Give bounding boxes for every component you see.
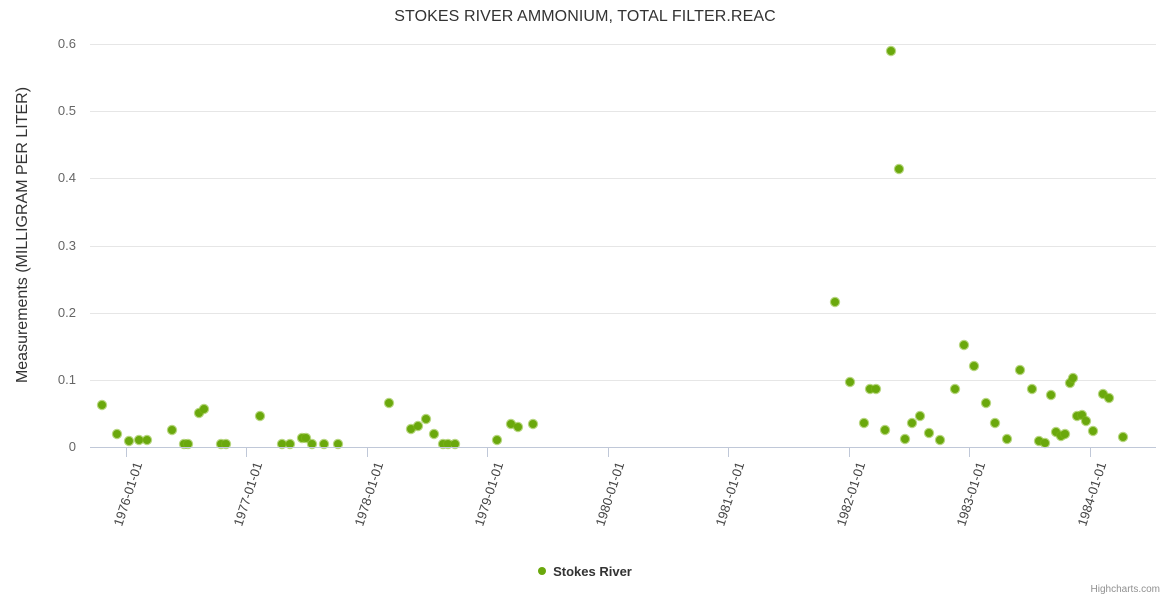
- data-point[interactable]: [194, 408, 203, 417]
- data-point[interactable]: [285, 439, 294, 448]
- data-point[interactable]: [1065, 378, 1074, 387]
- data-point[interactable]: [333, 439, 342, 448]
- gridline: [90, 178, 1156, 180]
- data-point[interactable]: [222, 440, 231, 449]
- data-point[interactable]: [1073, 412, 1082, 421]
- data-point[interactable]: [407, 424, 416, 433]
- data-point[interactable]: [302, 433, 311, 442]
- data-point[interactable]: [183, 440, 192, 449]
- data-point[interactable]: [887, 46, 896, 55]
- data-point[interactable]: [1060, 429, 1069, 438]
- data-point[interactable]: [167, 426, 176, 435]
- data-point[interactable]: [1105, 393, 1114, 402]
- data-point[interactable]: [1002, 434, 1011, 443]
- gridline: [90, 379, 1156, 381]
- legend-item-stokes-river[interactable]: Stokes River: [553, 564, 632, 580]
- data-point[interactable]: [493, 435, 502, 444]
- x-axis-tick-mark: [246, 448, 248, 457]
- data-point[interactable]: [1069, 374, 1078, 383]
- data-point[interactable]: [959, 340, 968, 349]
- highcharts-credits[interactable]: Highcharts.com: [1090, 584, 1160, 595]
- data-point[interactable]: [430, 429, 439, 438]
- y-axis-tick-label: 0.1: [57, 371, 76, 387]
- data-point[interactable]: [1118, 432, 1127, 441]
- data-point[interactable]: [900, 434, 909, 443]
- data-point[interactable]: [1046, 390, 1055, 399]
- data-point[interactable]: [951, 385, 960, 394]
- data-point[interactable]: [112, 429, 121, 438]
- data-point[interactable]: [444, 440, 453, 449]
- data-point[interactable]: [907, 418, 916, 427]
- data-point[interactable]: [124, 436, 133, 445]
- data-point[interactable]: [529, 420, 538, 429]
- x-axis-tick-mark: [1089, 448, 1091, 457]
- gridline: [90, 44, 1156, 45]
- y-axis-tick-label: 0.3: [57, 237, 76, 253]
- legend-marker-icon: [538, 566, 547, 575]
- data-point[interactable]: [1051, 427, 1060, 436]
- data-point[interactable]: [308, 439, 317, 448]
- x-axis-tick-mark: [607, 448, 609, 457]
- x-axis-tick-mark: [366, 448, 368, 457]
- data-point[interactable]: [507, 420, 516, 429]
- data-point[interactable]: [135, 435, 144, 444]
- data-point[interactable]: [1098, 389, 1107, 398]
- data-point[interactable]: [894, 164, 903, 173]
- data-point[interactable]: [846, 377, 855, 386]
- data-point[interactable]: [278, 439, 287, 448]
- data-point[interactable]: [1027, 385, 1036, 394]
- data-point[interactable]: [865, 384, 874, 393]
- y-axis-tick-label: 0.5: [57, 103, 76, 119]
- data-point[interactable]: [1081, 417, 1090, 426]
- data-point[interactable]: [255, 412, 264, 421]
- data-point[interactable]: [872, 384, 881, 393]
- x-axis-tick-mark: [848, 448, 850, 457]
- data-point[interactable]: [97, 401, 106, 410]
- x-axis-tick-mark: [969, 448, 971, 457]
- data-point[interactable]: [216, 440, 225, 449]
- y-axis-tick-label: 0.6: [57, 36, 76, 51]
- data-point[interactable]: [916, 412, 925, 421]
- data-point[interactable]: [514, 422, 523, 431]
- plot-area[interactable]: [90, 44, 1156, 449]
- data-point[interactable]: [413, 422, 422, 431]
- data-point[interactable]: [179, 440, 188, 449]
- data-point[interactable]: [1056, 432, 1065, 441]
- data-point[interactable]: [1016, 365, 1025, 374]
- y-axis-tick-label: 0.2: [57, 304, 76, 320]
- x-axis-line: [90, 447, 1156, 448]
- data-point[interactable]: [936, 435, 945, 444]
- x-axis-tick-mark: [125, 448, 127, 457]
- x-axis-tick-mark: [487, 448, 489, 457]
- gridline: [90, 312, 1156, 314]
- x-axis-tick-mark: [728, 448, 730, 457]
- chart-title: STOKES RIVER AMMONIUM, TOTAL FILTER.REAC: [394, 8, 776, 25]
- data-point[interactable]: [385, 399, 394, 408]
- y-axis-tick-label: 0: [68, 439, 76, 454]
- data-point[interactable]: [142, 435, 151, 444]
- data-point[interactable]: [1088, 426, 1097, 435]
- data-point[interactable]: [969, 362, 978, 371]
- data-point[interactable]: [830, 297, 839, 306]
- gridline: [90, 245, 1156, 247]
- gridline: [90, 111, 1156, 113]
- chart-legend[interactable]: Stokes River: [0, 563, 1170, 579]
- data-point[interactable]: [1041, 438, 1050, 447]
- data-point[interactable]: [1077, 410, 1086, 419]
- data-point[interactable]: [439, 440, 448, 449]
- data-point[interactable]: [320, 439, 329, 448]
- data-point[interactable]: [1035, 436, 1044, 445]
- data-point[interactable]: [880, 425, 889, 434]
- data-point[interactable]: [199, 405, 208, 414]
- data-point[interactable]: [859, 419, 868, 428]
- data-point[interactable]: [990, 419, 999, 428]
- y-axis-tick-label: 0.4: [57, 170, 76, 186]
- data-point[interactable]: [421, 415, 430, 424]
- data-point[interactable]: [981, 398, 990, 407]
- data-point[interactable]: [925, 428, 933, 437]
- data-point[interactable]: [450, 439, 459, 448]
